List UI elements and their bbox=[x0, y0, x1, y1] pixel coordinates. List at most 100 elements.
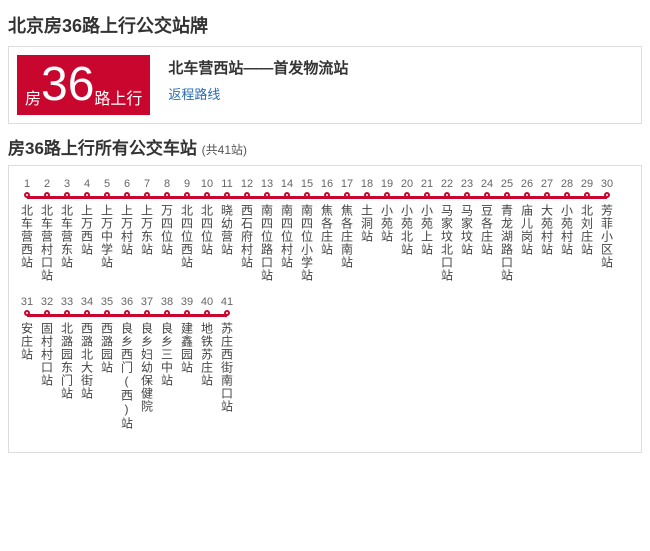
station-dot-icon bbox=[284, 192, 290, 198]
station-stop[interactable]: 26庙儿岗站 bbox=[517, 176, 537, 282]
station-number: 35 bbox=[97, 294, 117, 310]
station-stop[interactable]: 10北四位站 bbox=[197, 176, 217, 282]
station-dot-icon bbox=[124, 192, 130, 198]
station-stop[interactable]: 5上万中学站 bbox=[97, 176, 117, 282]
station-number: 13 bbox=[257, 176, 277, 192]
station-stop[interactable]: 27大苑村站 bbox=[537, 176, 557, 282]
station-number: 2 bbox=[37, 176, 57, 192]
station-dot-icon bbox=[344, 192, 350, 198]
station-dot-icon bbox=[184, 310, 190, 316]
station-row: 1北车营西站2北车营村口站3北车营东站4上万西站5上万中学站6上万村站7上万东站… bbox=[17, 176, 633, 282]
station-stop[interactable]: 28小苑村站 bbox=[557, 176, 577, 282]
station-stop[interactable]: 15南四位小学站 bbox=[297, 176, 317, 282]
station-name: 大苑村站 bbox=[539, 204, 556, 256]
station-stop[interactable]: 8 万四位站 bbox=[157, 176, 177, 282]
station-dot-icon bbox=[24, 310, 30, 316]
station-stop[interactable]: 13 南四位路口站 bbox=[257, 176, 277, 282]
station-number: 8 bbox=[157, 176, 177, 192]
station-row: 31安庄站32固村村口站33北潞园东门站34西潞北大街站35西潞园站36良乡西门… bbox=[17, 294, 633, 430]
station-dot-icon bbox=[604, 192, 610, 198]
station-stop[interactable]: 23马家坟站 bbox=[457, 176, 477, 282]
station-dot-icon bbox=[124, 310, 130, 316]
station-name: 西潞北大街站 bbox=[79, 322, 96, 400]
station-name: 北四位西站 bbox=[179, 204, 196, 269]
station-name: 豆各庄站 bbox=[479, 204, 496, 256]
station-dot-icon bbox=[144, 310, 150, 316]
station-stop[interactable]: 6上万村站 bbox=[117, 176, 137, 282]
reverse-route-link[interactable]: 返程路线 bbox=[168, 84, 348, 103]
station-stop[interactable]: 9北四位西站 bbox=[177, 176, 197, 282]
station-number: 18 bbox=[357, 176, 377, 192]
station-dot-icon bbox=[84, 192, 90, 198]
station-stop[interactable]: 1北车营西站 bbox=[17, 176, 37, 282]
station-stop[interactable]: 12西石府村站 bbox=[237, 176, 257, 282]
page-title: 北京房36路上行公交站牌 bbox=[8, 12, 642, 38]
station-name: 小苑上站 bbox=[419, 204, 436, 256]
station-name: 万四位站 bbox=[159, 204, 176, 256]
station-number: 20 bbox=[397, 176, 417, 192]
station-dot-icon bbox=[444, 192, 450, 198]
station-number: 40 bbox=[197, 294, 217, 310]
station-stop[interactable]: 21 小苑上站 bbox=[417, 176, 437, 282]
station-number: 24 bbox=[477, 176, 497, 192]
station-stop[interactable]: 4上万西站 bbox=[77, 176, 97, 282]
station-stop[interactable]: 3北车营东站 bbox=[57, 176, 77, 282]
station-number: 25 bbox=[497, 176, 517, 192]
station-stop[interactable]: 14 南四位村站 bbox=[277, 176, 297, 282]
station-stop[interactable]: 24 豆各庄站 bbox=[477, 176, 497, 282]
station-name: 良乡三中站 bbox=[159, 322, 176, 387]
station-name: 焦各庄南站 bbox=[339, 204, 356, 269]
station-dot-icon bbox=[324, 192, 330, 198]
station-name: 庙儿岗站 bbox=[519, 204, 536, 256]
route-line bbox=[27, 196, 607, 199]
station-number: 33 bbox=[57, 294, 77, 310]
station-name: 苏庄西街南口站 bbox=[219, 322, 236, 413]
station-stop[interactable]: 16焦各庄站 bbox=[317, 176, 337, 282]
station-dot-icon bbox=[204, 310, 210, 316]
station-stop[interactable]: 17 焦各庄南站 bbox=[337, 176, 357, 282]
station-dot-icon bbox=[484, 192, 490, 198]
station-stop[interactable]: 22马家坟北口站 bbox=[437, 176, 457, 282]
station-dot-icon bbox=[544, 192, 550, 198]
station-name: 良乡西门(西)站 bbox=[119, 322, 136, 430]
station-number: 1 bbox=[17, 176, 37, 192]
station-number: 17 bbox=[337, 176, 357, 192]
station-number: 21 bbox=[417, 176, 437, 192]
station-name: 土洞站 bbox=[359, 204, 376, 243]
station-dot-icon bbox=[204, 192, 210, 198]
station-dot-icon bbox=[144, 192, 150, 198]
station-number: 41 bbox=[217, 294, 237, 310]
badge-suffix: 路上行 bbox=[94, 85, 142, 109]
station-stop[interactable]: 19小苑站 bbox=[377, 176, 397, 282]
station-name: 马家坟站 bbox=[459, 204, 476, 256]
route-endpoints: 北车营西站——首发物流站 bbox=[168, 57, 348, 78]
station-stop[interactable]: 29北刘庄站 bbox=[577, 176, 597, 282]
station-number: 39 bbox=[177, 294, 197, 310]
station-name: 北四位站 bbox=[199, 204, 216, 256]
station-dot-icon bbox=[404, 192, 410, 198]
station-stop[interactable]: 7上万东站 bbox=[137, 176, 157, 282]
station-stop[interactable]: 11晓幼营站 bbox=[217, 176, 237, 282]
station-number: 4 bbox=[77, 176, 97, 192]
station-name: 晓幼营站 bbox=[219, 204, 236, 256]
station-stop[interactable]: 20小苑北站 bbox=[397, 176, 417, 282]
station-dot-icon bbox=[364, 192, 370, 198]
station-dot-icon bbox=[44, 192, 50, 198]
station-stop[interactable]: 25青龙湖路口站 bbox=[497, 176, 517, 282]
station-name: 北潞园东门站 bbox=[59, 322, 76, 400]
station-stop[interactable]: 2北车营村口站 bbox=[37, 176, 57, 282]
station-number: 14 bbox=[277, 176, 297, 192]
route-header: 房 36 路上行 北车营西站——首发物流站 返程路线 bbox=[8, 46, 642, 124]
station-dot-icon bbox=[424, 192, 430, 198]
station-name: 北车营东站 bbox=[59, 204, 76, 269]
station-number: 28 bbox=[557, 176, 577, 192]
station-stop[interactable]: 30芳菲小区站 bbox=[597, 176, 617, 282]
station-number: 36 bbox=[117, 294, 137, 310]
station-name: 南四位村站 bbox=[279, 204, 296, 269]
station-name: 焦各庄站 bbox=[319, 204, 336, 256]
station-name: 南四位路口站 bbox=[259, 204, 276, 282]
station-number: 34 bbox=[77, 294, 97, 310]
station-stop[interactable]: 18 土洞站 bbox=[357, 176, 377, 282]
station-dot-icon bbox=[524, 192, 530, 198]
station-dot-icon bbox=[184, 192, 190, 198]
